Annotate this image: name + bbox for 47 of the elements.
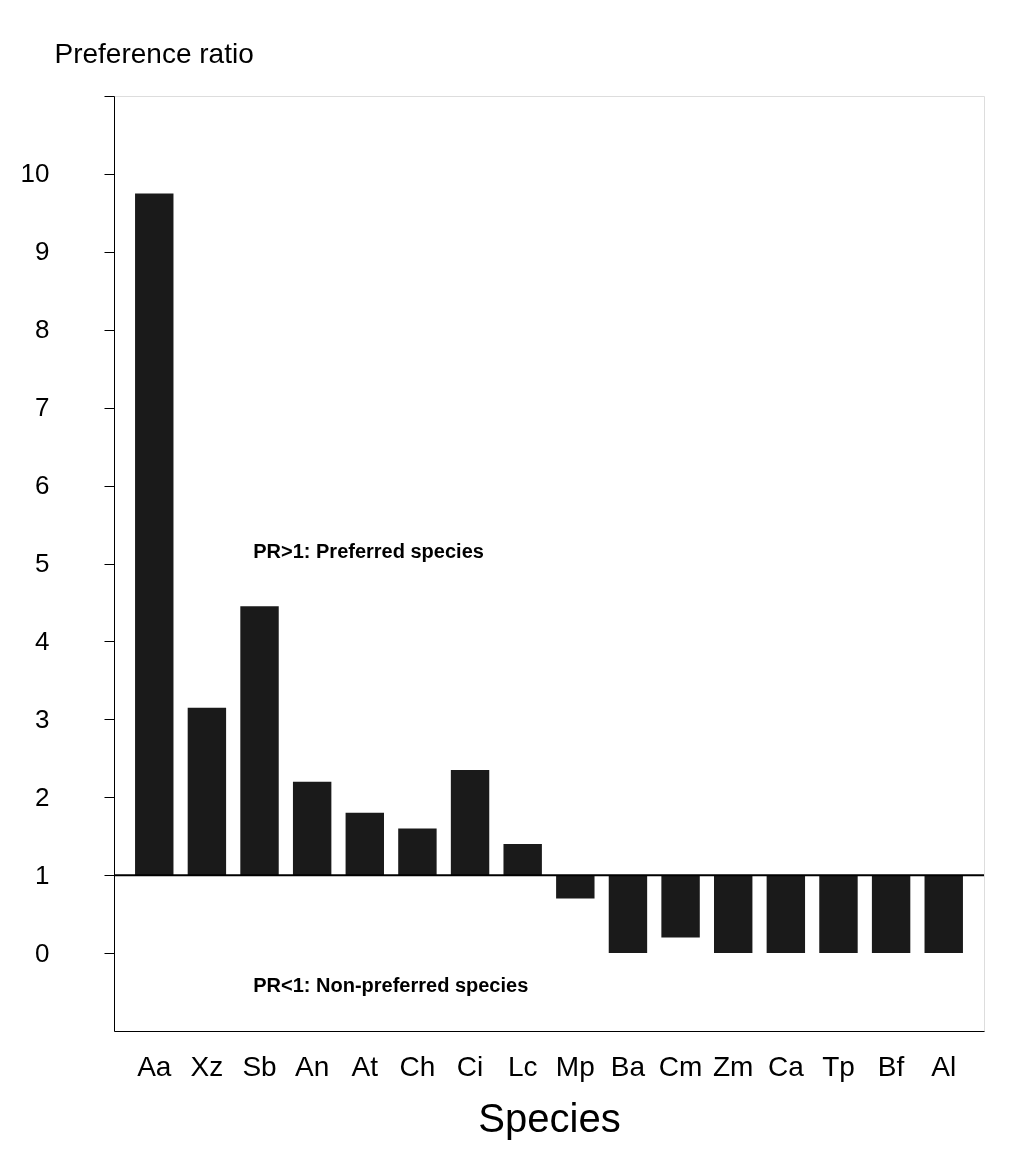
- y-tick-label: 3: [35, 703, 50, 734]
- x-tick-label: Sb: [242, 1050, 277, 1082]
- y-tick-label: 5: [35, 548, 50, 578]
- y-tick-label: 1: [35, 859, 50, 890]
- x-tick-label: Ch: [399, 1050, 436, 1082]
- bar: [766, 875, 806, 954]
- x-tick-label: Tp: [822, 1050, 855, 1082]
- x-tick-label: Mp: [555, 1050, 595, 1082]
- y-tick-label: 0: [35, 937, 50, 968]
- bar: [871, 875, 911, 954]
- x-tick-label: Bf: [877, 1050, 905, 1082]
- x-axis-title: Species: [478, 1095, 621, 1140]
- x-tick-label: An: [295, 1050, 330, 1082]
- bar: [292, 781, 332, 876]
- y-tick-label: 10: [20, 158, 50, 189]
- bar: [714, 875, 753, 954]
- x-tick-label: Al: [931, 1050, 957, 1082]
- bar: [608, 875, 648, 954]
- x-tick-label: Ca: [767, 1050, 805, 1082]
- y-tick-label: 8: [35, 314, 50, 345]
- x-tick-label: Aa: [137, 1050, 172, 1082]
- bar: [240, 606, 279, 876]
- y-axis-title: Preference ratio: [54, 37, 254, 69]
- bar: [135, 193, 174, 876]
- x-tick-label: At: [351, 1050, 379, 1082]
- y-tick-label: 7: [35, 392, 50, 423]
- annotation: PR<1: Non-preferred species: [253, 973, 529, 996]
- bar: [398, 828, 437, 876]
- x-tick-label: Ci: [456, 1050, 484, 1082]
- y-tick-label: 9: [35, 236, 50, 267]
- bar: [345, 812, 384, 876]
- bar: [556, 875, 595, 899]
- x-tick-label: Xz: [190, 1050, 224, 1082]
- bar: [503, 844, 542, 876]
- bar: [924, 875, 963, 954]
- y-tick-label: 2: [35, 781, 50, 812]
- y-tick-label: 6: [35, 470, 50, 501]
- bar: [450, 769, 490, 876]
- bar: [661, 875, 700, 938]
- x-tick-label: Zm: [712, 1050, 754, 1082]
- bar: [187, 707, 227, 876]
- bar: [819, 875, 858, 954]
- x-tick-label: Ba: [610, 1050, 646, 1082]
- x-tick-label: Cm: [658, 1050, 703, 1082]
- y-tick-label: 4: [35, 625, 50, 656]
- x-tick-label: Lc: [507, 1050, 538, 1082]
- annotation: PR>1: Preferred species: [253, 539, 484, 562]
